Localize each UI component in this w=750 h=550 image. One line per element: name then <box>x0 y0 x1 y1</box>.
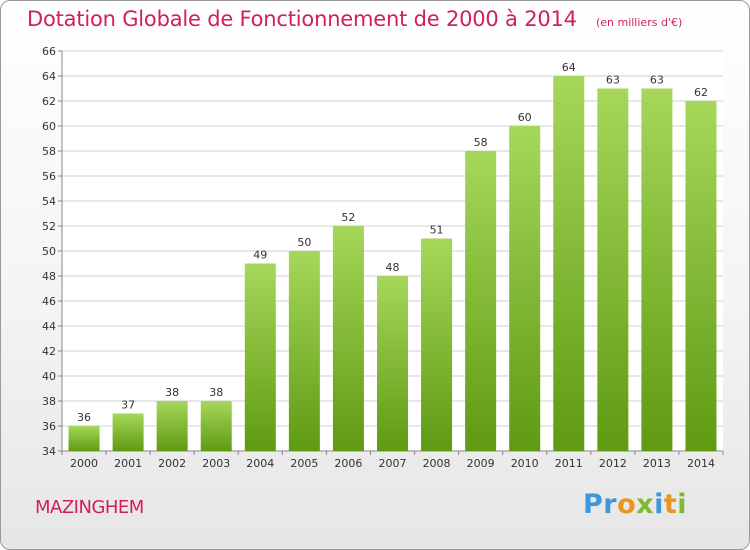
x-tick-label: 2007 <box>379 457 407 470</box>
bar-2014 <box>685 101 717 451</box>
data-label: 58 <box>474 136 488 149</box>
data-label: 37 <box>121 399 135 412</box>
y-tick-label: 36 <box>42 420 56 433</box>
bar-2013 <box>641 88 673 451</box>
y-tick-label: 58 <box>42 145 56 158</box>
x-tick-label: 2005 <box>290 457 318 470</box>
data-label: 49 <box>253 249 267 262</box>
y-tick-label: 48 <box>42 270 56 283</box>
data-label: 48 <box>386 261 400 274</box>
x-tick-label: 2000 <box>70 457 98 470</box>
data-label: 63 <box>650 74 664 87</box>
x-tick-label: 2008 <box>423 457 451 470</box>
bar-2004 <box>244 263 276 451</box>
x-tick-label: 2012 <box>599 457 627 470</box>
bar-2000 <box>68 426 100 451</box>
bar-2002 <box>156 401 188 451</box>
x-tick-label: 2010 <box>511 457 539 470</box>
y-tick-label: 42 <box>42 345 56 358</box>
bar-2010 <box>509 126 541 451</box>
y-tick-label: 40 <box>42 370 56 383</box>
x-tick-label: 2009 <box>467 457 495 470</box>
chart-title-row: Dotation Globale de Fonctionnement de 20… <box>27 7 682 31</box>
x-tick-label: 2013 <box>643 457 671 470</box>
y-tick-label: 62 <box>42 95 56 108</box>
y-tick-label: 56 <box>42 170 56 183</box>
bar-2012 <box>597 88 629 451</box>
y-tick-label: 54 <box>42 195 56 208</box>
data-label: 60 <box>518 111 532 124</box>
data-label: 64 <box>562 61 576 74</box>
x-tick-label: 2006 <box>334 457 362 470</box>
y-tick-label: 34 <box>42 445 56 458</box>
y-tick-label: 66 <box>42 45 56 58</box>
data-label: 63 <box>606 74 620 87</box>
bar-2003 <box>200 401 232 451</box>
data-label: 52 <box>341 211 355 224</box>
y-tick-label: 46 <box>42 295 56 308</box>
bar-2008 <box>421 238 453 451</box>
chart-title: Dotation Globale de Fonctionnement de 20… <box>27 7 577 31</box>
y-tick-label: 60 <box>42 120 56 133</box>
x-tick-label: 2011 <box>555 457 583 470</box>
bar-2011 <box>553 76 585 451</box>
x-tick-label: 2003 <box>202 457 230 470</box>
y-tick-label: 64 <box>42 70 56 83</box>
bar-2007 <box>377 276 408 451</box>
chart-subtitle: (en milliers d'€) <box>595 16 683 29</box>
data-label: 38 <box>165 386 179 399</box>
y-tick-label: 50 <box>42 245 56 258</box>
data-label: 38 <box>209 386 223 399</box>
proxiti-logo: Proxiti <box>583 489 688 520</box>
y-tick-label: 52 <box>42 220 56 233</box>
data-label: 62 <box>694 86 708 99</box>
y-tick-label: 38 <box>42 395 56 408</box>
x-tick-label: 2002 <box>158 457 186 470</box>
data-label: 36 <box>77 411 91 424</box>
bar-2005 <box>288 251 320 451</box>
bar-2006 <box>332 226 364 451</box>
y-tick-label: 44 <box>42 320 56 333</box>
bar-2009 <box>465 151 497 451</box>
data-label: 50 <box>297 236 311 249</box>
x-tick-label: 2001 <box>114 457 142 470</box>
x-tick-label: 2014 <box>687 457 715 470</box>
bar-2001 <box>112 413 144 451</box>
city-name: MAZINGHEM <box>35 497 144 518</box>
x-tick-label: 2004 <box>246 457 274 470</box>
data-label: 51 <box>430 224 444 237</box>
